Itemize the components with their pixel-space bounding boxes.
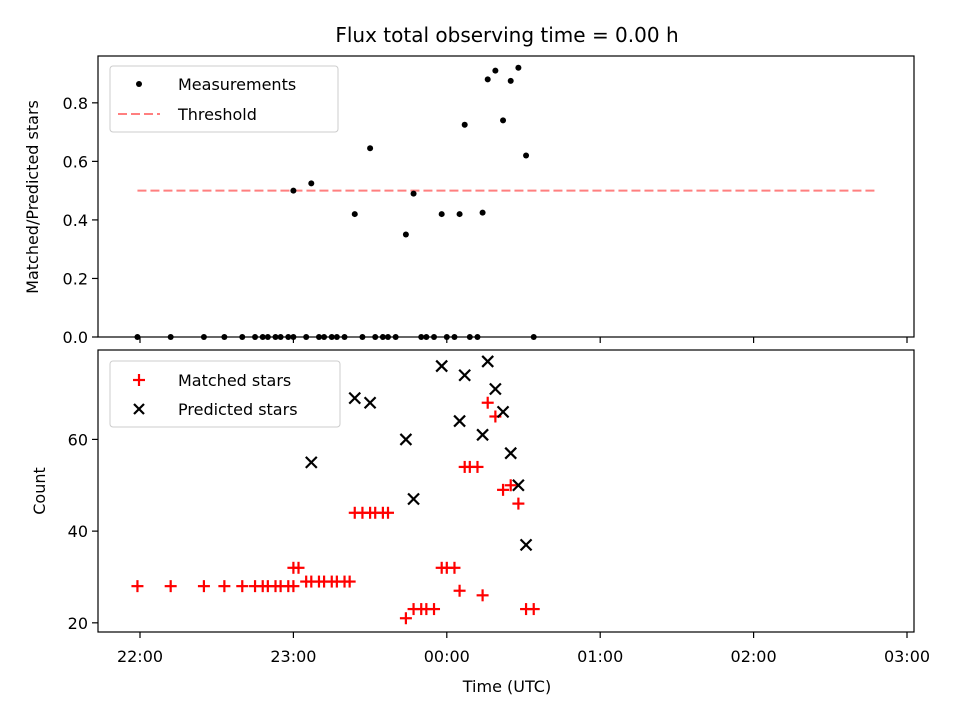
measurements-legend-label: Measurements: [178, 75, 296, 94]
matched-stars-point: [399, 612, 412, 625]
measurement-point: [507, 77, 514, 84]
matched-stars-point: [504, 479, 517, 492]
top-y-tick-label: 0.6: [63, 152, 88, 171]
bottom-legend-box: [109, 360, 341, 428]
top-y-tick-label: 0.0: [63, 328, 88, 347]
predicted-stars-point: [305, 456, 318, 469]
bottom-x-tick-label: 03:00: [884, 647, 930, 666]
predicted-stars-point: [489, 382, 502, 396]
top-x-ticks: [139, 337, 908, 343]
matched-stars-legend-marker: [133, 374, 145, 386]
threshold-legend-label: Threshold: [177, 105, 257, 124]
predicted-stars-point: [519, 538, 533, 552]
top-legend-box: [109, 65, 339, 133]
matched-stars-point: [481, 396, 494, 409]
predicted-stars-point: [458, 368, 471, 382]
bottom-y-tick-label: 20: [68, 614, 88, 633]
bottom-y-tick-label: 40: [68, 522, 88, 541]
bottom-x-tick-label: 00:00: [424, 647, 470, 666]
predicted-stars-point: [504, 446, 517, 460]
measurement-point: [367, 145, 374, 152]
bottom-panel: 20 40 60 22:00 23:00 00:00 01:00 02:00 03:00 Co…: [30, 349, 930, 696]
top-plot-frame: [97, 55, 915, 338]
measurements-legend-marker: [136, 81, 142, 87]
matched-stars-point: [512, 497, 525, 510]
top-y-tick-label: 0.8: [63, 94, 88, 113]
measurement-point: [515, 64, 522, 71]
bottom-x-tick-label: 22:00: [117, 647, 163, 666]
measurement-point: [484, 76, 491, 83]
bottom-points: [131, 355, 540, 625]
bottom-y-axis: 20 40 60: [68, 430, 98, 633]
measurement-point: [456, 211, 463, 218]
matched-stars-point: [476, 589, 489, 602]
bottom-y-axis-label: Count: [30, 467, 49, 515]
predicted-stars-point: [435, 359, 448, 373]
matched-stars-point: [381, 506, 394, 519]
matched-stars-point: [292, 561, 305, 574]
predicted-stars-point: [476, 428, 489, 442]
predicted-stars-point: [399, 433, 413, 446]
matched-stars-legend-label: Matched stars: [178, 371, 291, 390]
matched-stars-point: [131, 580, 144, 593]
chart-title: Flux total observing time = 0.00 h: [335, 23, 678, 47]
bottom-x-tick-label: 01:00: [577, 647, 623, 666]
bottom-x-axis-label: Time (UTC): [462, 677, 551, 696]
matched-stars-point: [197, 580, 210, 593]
predicted-stars-legend-marker: [133, 403, 145, 415]
matched-stars-point: [164, 580, 177, 593]
matched-stars-point: [448, 561, 461, 574]
measurement-point: [351, 211, 358, 218]
matched-stars-point: [527, 603, 540, 616]
bottom-plot-frame: [97, 349, 915, 633]
predicted-stars-point: [453, 414, 466, 428]
bottom-y-tick-label: 60: [68, 430, 88, 449]
measurement-point: [492, 67, 499, 74]
predicted-stars-legend-label: Predicted stars: [178, 400, 298, 419]
predicted-stars-point: [348, 391, 362, 405]
predicted-stars-point: [481, 355, 494, 368]
predicted-stars-point: [407, 492, 420, 506]
bottom-x-tick-label: 02:00: [731, 647, 777, 666]
measurement-point: [410, 190, 417, 197]
measurement-point: [500, 117, 507, 124]
bottom-legend: Matched stars Predicted stars: [109, 360, 341, 428]
measurement-point: [438, 211, 445, 218]
top-y-tick-label: 0.2: [63, 269, 88, 288]
matched-stars-point: [287, 580, 300, 593]
bottom-x-axis: 22:00 23:00 00:00 01:00 02:00 03:00: [117, 632, 930, 666]
matched-stars-point: [453, 584, 466, 597]
bottom-x-tick-label: 23:00: [270, 647, 316, 666]
predicted-stars-point: [512, 478, 525, 492]
predicted-stars-point: [363, 396, 377, 410]
top-y-tick-label: 0.4: [63, 211, 88, 230]
matched-stars-point: [471, 460, 484, 473]
top-y-axis: 0.0 0.2 0.4 0.6 0.8: [63, 94, 98, 347]
top-panel: 0.00.20.40.60.8 Matched/Predicted stars …: [23, 55, 915, 347]
measurement-point: [308, 180, 315, 187]
measurement-point: [479, 209, 486, 216]
matched-stars-point: [218, 580, 231, 593]
measurement-point: [290, 187, 297, 194]
matched-stars-point: [497, 483, 510, 496]
measurement-point: [461, 121, 468, 128]
matched-stars-point: [428, 603, 441, 616]
predicted-stars-point: [496, 405, 510, 419]
measurement-point: [523, 152, 530, 159]
measurement-point: [402, 231, 409, 238]
matched-stars-point: [236, 580, 249, 593]
matched-stars-point: [343, 575, 356, 588]
top-y-axis-label: Matched/Predicted stars: [23, 100, 42, 294]
top-legend: Measurements Threshold: [109, 65, 339, 133]
